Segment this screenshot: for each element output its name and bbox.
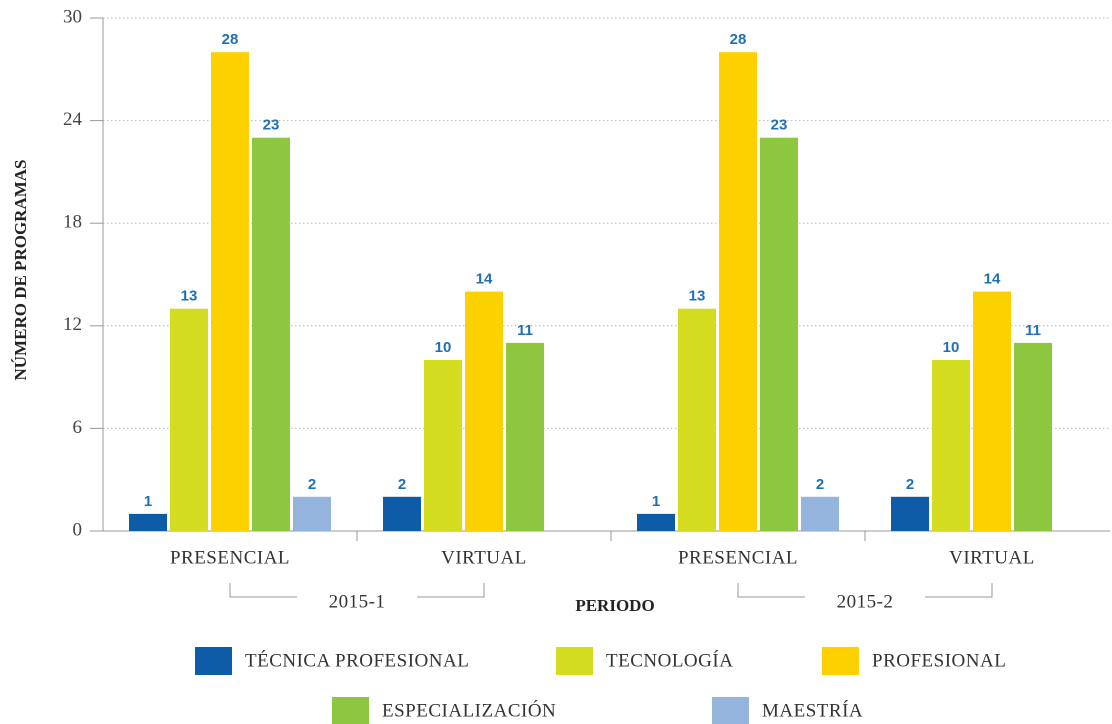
value-label: 14 — [476, 271, 493, 288]
bar — [973, 291, 1011, 531]
period-label: 2015-2 — [837, 591, 894, 612]
bar — [678, 308, 716, 531]
value-label: 13 — [689, 288, 706, 305]
y-tick-label: 24 — [63, 109, 83, 130]
legend-swatch — [195, 647, 232, 675]
period-bracket — [229, 583, 485, 598]
y-tick-label: 6 — [73, 417, 83, 438]
period-label: 2015-1 — [329, 591, 386, 612]
legend-swatch — [712, 697, 749, 724]
legend-swatch — [822, 647, 859, 675]
value-label: 28 — [730, 31, 747, 48]
value-label: 23 — [771, 117, 788, 134]
value-label: 2 — [816, 476, 824, 493]
x-tick-label: VIRTUAL — [949, 547, 1035, 568]
value-label: 2 — [308, 476, 316, 493]
bar — [932, 360, 970, 531]
x-tick-label: PRESENCIAL — [170, 547, 290, 568]
y-tick-label: 30 — [63, 6, 82, 27]
bar — [424, 360, 462, 531]
bar — [465, 291, 503, 531]
value-label: 11 — [517, 322, 533, 339]
y-tick-label: 12 — [63, 314, 82, 335]
legend-swatch — [332, 697, 369, 724]
value-label: 1 — [652, 493, 660, 510]
bar — [1014, 342, 1052, 531]
bar — [760, 137, 798, 531]
bar — [293, 496, 331, 531]
value-label: 2 — [906, 476, 914, 493]
legend-label: TÉCNICA PROFESIONAL — [245, 649, 469, 671]
value-label: 11 — [1025, 322, 1041, 339]
legend-label: TECNOLOGÍA — [606, 649, 733, 671]
y-axis-label: NÚMERO DE PROGRAMAS — [11, 160, 30, 381]
bar — [383, 496, 421, 531]
bar — [891, 496, 929, 531]
value-label: 1 — [144, 493, 152, 510]
value-label: 23 — [263, 117, 280, 134]
period-bracket — [737, 583, 993, 598]
bar — [211, 52, 249, 531]
bar — [252, 137, 290, 531]
value-label: 14 — [984, 271, 1001, 288]
x-tick-label: VIRTUAL — [441, 547, 527, 568]
bar — [129, 513, 167, 531]
bar — [801, 496, 839, 531]
bar — [637, 513, 675, 531]
value-label: 10 — [943, 339, 960, 356]
legend-label: MAESTRÍA — [762, 699, 863, 721]
x-axis-label: PERIODO — [575, 596, 654, 615]
y-tick-label: 0 — [73, 519, 83, 540]
legend-label: PROFESIONAL — [872, 650, 1006, 671]
legend-swatch — [556, 647, 593, 675]
bar — [170, 308, 208, 531]
legend-label: ESPECIALIZACIÓN — [382, 699, 556, 721]
value-label: 28 — [222, 31, 239, 48]
value-label: 10 — [435, 339, 452, 356]
bar — [719, 52, 757, 531]
value-label: 2 — [398, 476, 406, 493]
y-tick-label: 18 — [63, 212, 82, 233]
bar — [506, 342, 544, 531]
value-label: 13 — [181, 288, 198, 305]
x-tick-label: PRESENCIAL — [678, 547, 798, 568]
